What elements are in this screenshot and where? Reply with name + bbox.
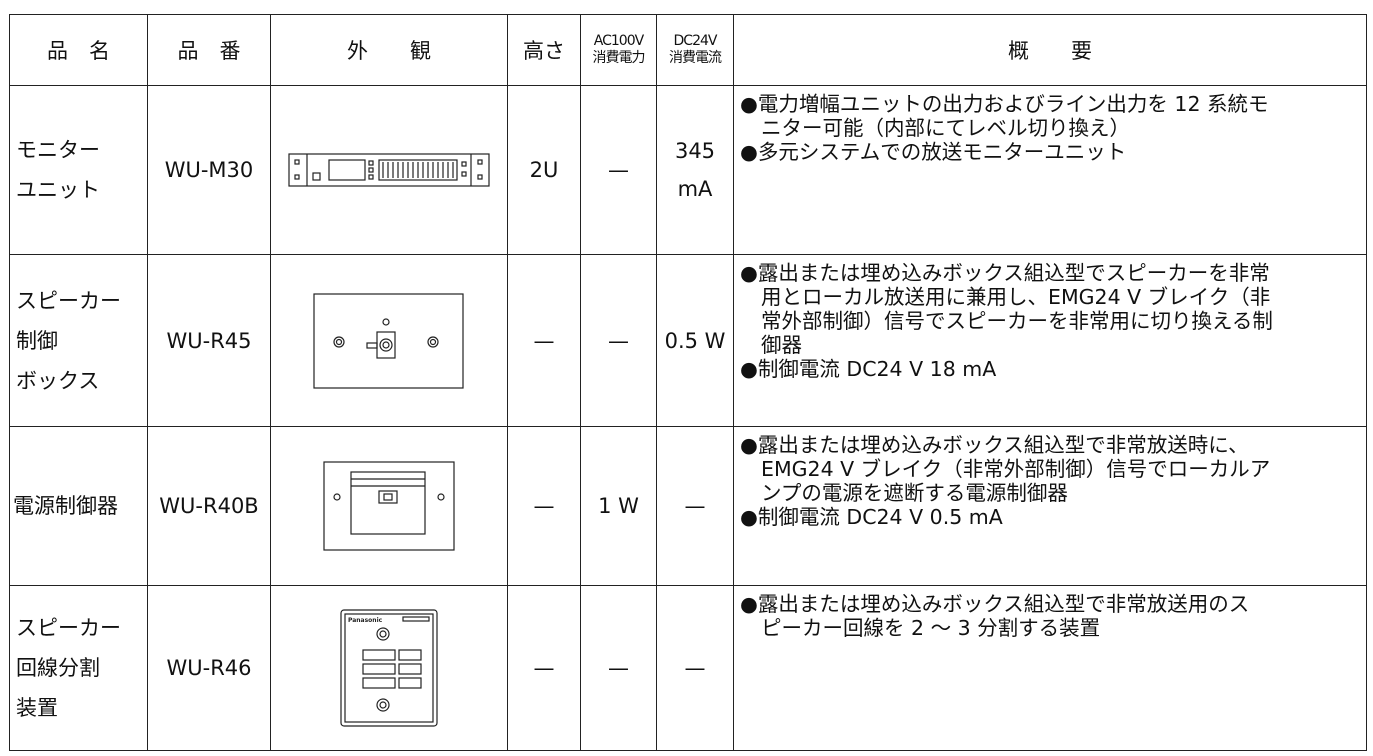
text: 装置 [16, 696, 58, 720]
name-cell: 電源制御器 [9, 426, 148, 586]
text: 制御 [16, 328, 58, 353]
height-cell: — [507, 254, 581, 427]
height-cell: — [507, 585, 581, 751]
row: スピーカー制御ボックス WU-R45 — — 0.5 W ●露出または埋め込みボ… [9, 254, 1367, 427]
text: ●制御電流 DC24 V 0.5 mA [740, 505, 1003, 529]
bullet: ●露出または埋め込みボックス組込型でスピーカーを非常 用とローカル放送用に兼用し、… [740, 261, 1366, 357]
header-cell: 高さ [507, 14, 581, 86]
header-text: AC100V [593, 33, 644, 49]
text: 御器 [761, 333, 802, 357]
text: — [684, 494, 706, 518]
text: ●制御電流 DC24 V 18 mA [740, 357, 997, 381]
text: スピーカー [16, 616, 121, 640]
text: ボックス [16, 368, 100, 393]
bullet: ●多元システムでの放送モニターユニット [740, 140, 1366, 164]
header-cell: 概 要 [733, 14, 1367, 86]
header-cell: DC24V 消費電流 [656, 14, 734, 86]
dc-cell: 345 mA [656, 85, 734, 255]
name-cell: モニター ユニット [9, 85, 148, 255]
text: 常外部制御）信号でスピーカーを非常用に切り換える制 [761, 309, 1273, 333]
ac-cell: — [580, 254, 657, 427]
text: ●露出または埋め込みボックス組込型で非常放送時に、 [740, 433, 1249, 457]
row: モニターユニット WU-M30 2U — 345 mA ●電力増幅ユニットの出力お… [9, 85, 1367, 255]
model-cell: WU-M30 [147, 85, 271, 255]
header-text: 消費電流 [669, 50, 722, 66]
height-cell: 2U [507, 85, 581, 255]
product-table: 品 名 品 番 外 観 高さ AC100V 消費電力 DC24V 消費電流 概 要 … [9, 14, 1367, 751]
image-cell [270, 254, 508, 427]
description-cell: ●露出または埋め込みボックス組込型で非常放送時に、 EMG24 V ブレイク（非常… [733, 426, 1367, 586]
panel-label: Panasonic [348, 617, 383, 624]
text: — [684, 656, 706, 680]
header-text: 消費電力 [592, 50, 646, 66]
description-cell: ●露出または埋め込みボックス組込型でスピーカーを非常 用とローカル放送用に兼用し、… [733, 254, 1367, 427]
text: 回線分割 [16, 656, 100, 680]
text: 345 [674, 139, 716, 163]
model-cell: WU-R40B [147, 426, 271, 586]
image-cell [270, 426, 508, 586]
header-cell: 品 名 [9, 14, 148, 86]
model-cell: WU-R45 [147, 254, 271, 427]
name-cell: スピーカー制御ボックス [9, 254, 148, 427]
text: ●多元システムでの放送モニターユニット [740, 140, 1127, 164]
ac-cell: — [580, 85, 657, 255]
rack-unit-illustration [288, 153, 490, 187]
height-cell: — [507, 426, 581, 586]
header-cell: 外 観 [270, 14, 508, 86]
row: スピーカー回線分割装置 WU-R46 Panasonic — — — ●露出また… [9, 585, 1367, 751]
bullet: ●露出または埋め込みボックス組込型で非常放送時に、 EMG24 V ブレイク（非常… [740, 433, 1366, 505]
box-illustration [313, 292, 464, 389]
text: ユニット [16, 178, 100, 202]
text: ピーカー回線を 2 ～ 3 分割する装置 [761, 616, 1101, 640]
image-cell: Panasonic [270, 585, 508, 751]
dc-cell: — [656, 585, 734, 751]
bullet: ●制御電流 DC24 V 18 mA [740, 357, 1366, 381]
text: ンプの電源を遮断する電源制御器 [761, 481, 1068, 505]
text: ニター可能（内部にてレベル切り換え） [761, 116, 1130, 140]
text: 電源制御器 [13, 494, 118, 518]
power-controller-illustration [323, 461, 455, 551]
text: スピーカー [16, 288, 121, 313]
text: mA [677, 177, 713, 201]
text: EMG24 V ブレイク（非常外部制御）信号でローカルア [761, 457, 1271, 481]
description-cell: ●電力増幅ユニットの出力およびライン出力を 12 系統モ ニター可能（内部にてレベ… [733, 85, 1367, 255]
text: 用とローカル放送用に兼用し、EMG24 V ブレイク（非 [761, 285, 1271, 309]
text: ●露出または埋め込みボックス組込型でスピーカーを非常 [740, 261, 1270, 285]
description-cell: ●露出または埋め込みボックス組込型で非常放送用のス ピーカー回線を 2 ～ 3 分… [733, 585, 1367, 751]
text: モニター [16, 138, 100, 162]
name-cell: スピーカー回線分割装置 [9, 585, 148, 751]
bullet: ●露出または埋め込みボックス組込型で非常放送用のス ピーカー回線を 2 ～ 3 分… [740, 592, 1366, 640]
ac-cell: 1 W [580, 426, 657, 586]
dc-cell: — [656, 426, 734, 586]
text: ●露出または埋め込みボックス組込型で非常放送用のス [740, 592, 1250, 616]
text: ●電力増幅ユニットの出力およびライン出力を 12 系統モ [740, 92, 1269, 116]
bullet: ●制御電流 DC24 V 0.5 mA [740, 505, 1366, 529]
bullet: ●電力増幅ユニットの出力およびライン出力を 12 系統モ ニター可能（内部にてレベ… [740, 92, 1366, 140]
header-cell: AC100V 消費電力 [580, 14, 657, 86]
image-cell [270, 85, 508, 255]
header-cell: 品 番 [147, 14, 271, 86]
text: 0.5 W [664, 328, 726, 353]
dc-cell: 0.5 W [656, 254, 734, 427]
ac-cell: — [580, 585, 657, 751]
header-text: DC24V [673, 33, 718, 49]
panel-illustration: Panasonic [340, 609, 438, 727]
model-cell: WU-R46 [147, 585, 271, 751]
row: 電源制御器 WU-R40B — 1 W — ●露出または埋め込みボックス組込型で… [9, 426, 1367, 586]
header-row: 品 名 品 番 外 観 高さ AC100V 消費電力 DC24V 消費電流 概 要 [9, 14, 1367, 86]
